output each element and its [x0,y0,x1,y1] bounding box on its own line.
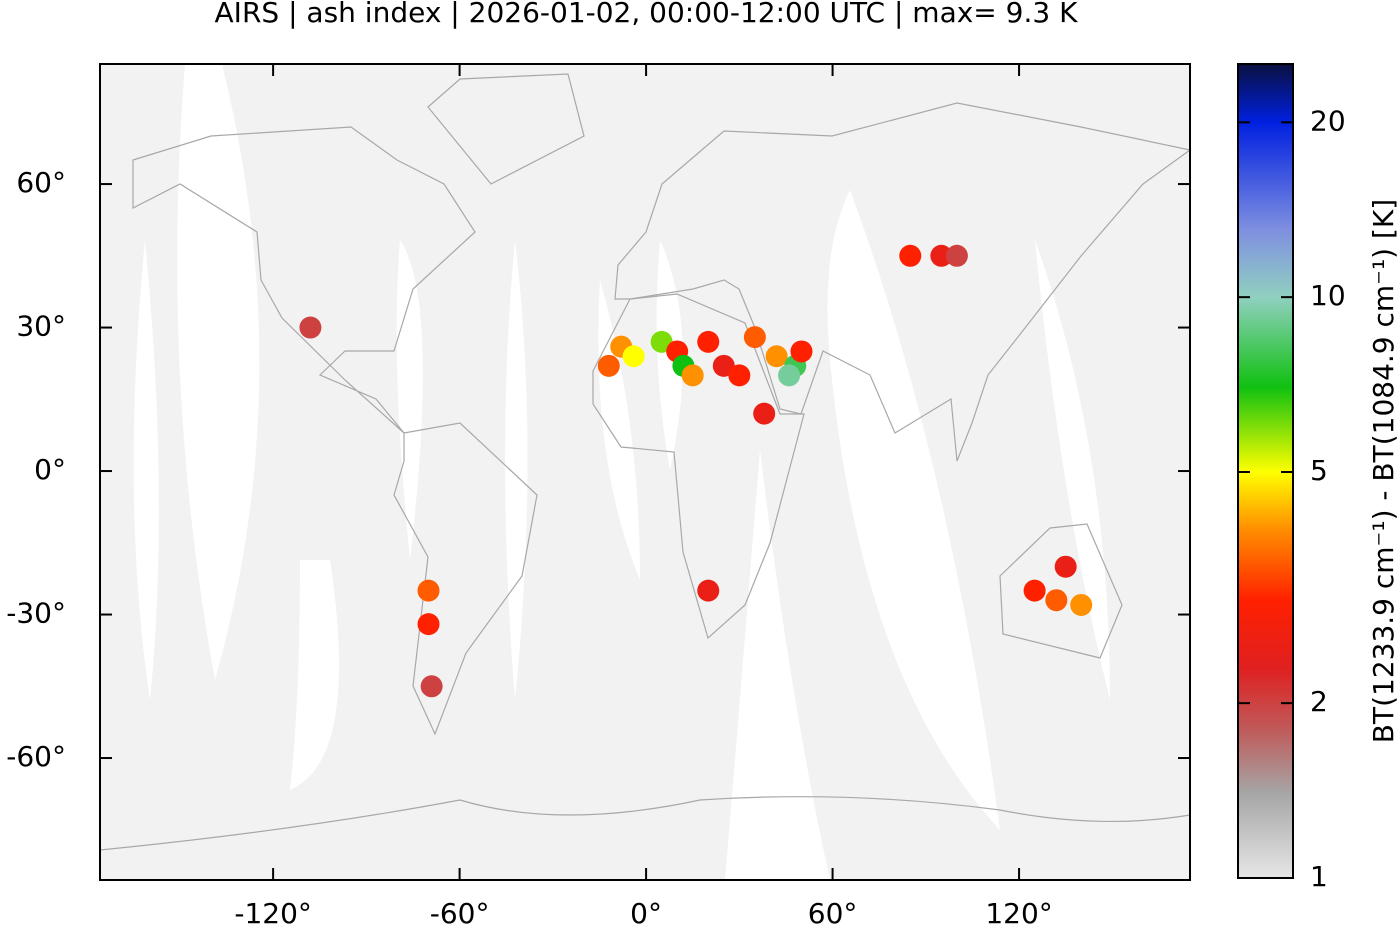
y-tick-label: -60° [6,740,66,773]
colorbar-tick-label: 20 [1310,104,1346,137]
colorbar-tick-label: 5 [1310,454,1328,487]
colorbar-tick-label: 1 [1310,860,1328,893]
data-marks [299,244,1093,698]
ash-pixel [1045,589,1068,612]
y-tick-label: -30° [6,597,66,630]
ash-pixel [417,613,440,636]
ash-pixel [417,579,440,602]
colorbar [1237,63,1294,879]
ash-pixel [597,354,620,377]
coastlines [100,73,1190,851]
ash-pixel [743,326,766,349]
map-area [100,64,1190,880]
chart-title: AIRS | ash index | 2026-01-02, 00:00-12:… [215,0,1079,29]
ash-pixel [1070,593,1093,616]
ash-pixel [728,364,751,387]
ash-pixel [778,364,801,387]
colorbar-tick-label: 10 [1310,279,1346,312]
ash-pixel [622,345,645,368]
x-tick-label: -60° [430,897,490,930]
x-tick-label: 60° [808,897,858,930]
colorbar-label: BT(1233.9 cm⁻¹) - BT(1084.9 cm⁻¹) [K] [1367,199,1400,743]
ash-pixel [765,345,788,368]
ash-pixel [753,402,776,425]
ash-pixel [790,340,813,363]
ash-pixel [1023,579,1046,602]
y-tick-label: 30° [16,310,66,343]
ash-pixel [1054,555,1077,578]
map-background [100,64,1190,880]
ash-pixel [420,675,443,698]
colorbar-tick-label: 2 [1310,685,1328,718]
ash-pixel [681,364,704,387]
y-tick-label: 60° [16,166,66,199]
ash-pixel [697,579,720,602]
x-tick-label: -120° [234,897,312,930]
x-tick-label: 120° [985,897,1052,930]
x-tick-label: 0° [630,897,662,930]
y-tick-label: 0° [34,453,66,486]
ash-pixel [945,244,968,267]
ash-pixel [899,244,922,267]
ash-pixel [930,244,953,267]
ash-pixel [299,316,322,339]
ash-pixel [697,330,720,353]
